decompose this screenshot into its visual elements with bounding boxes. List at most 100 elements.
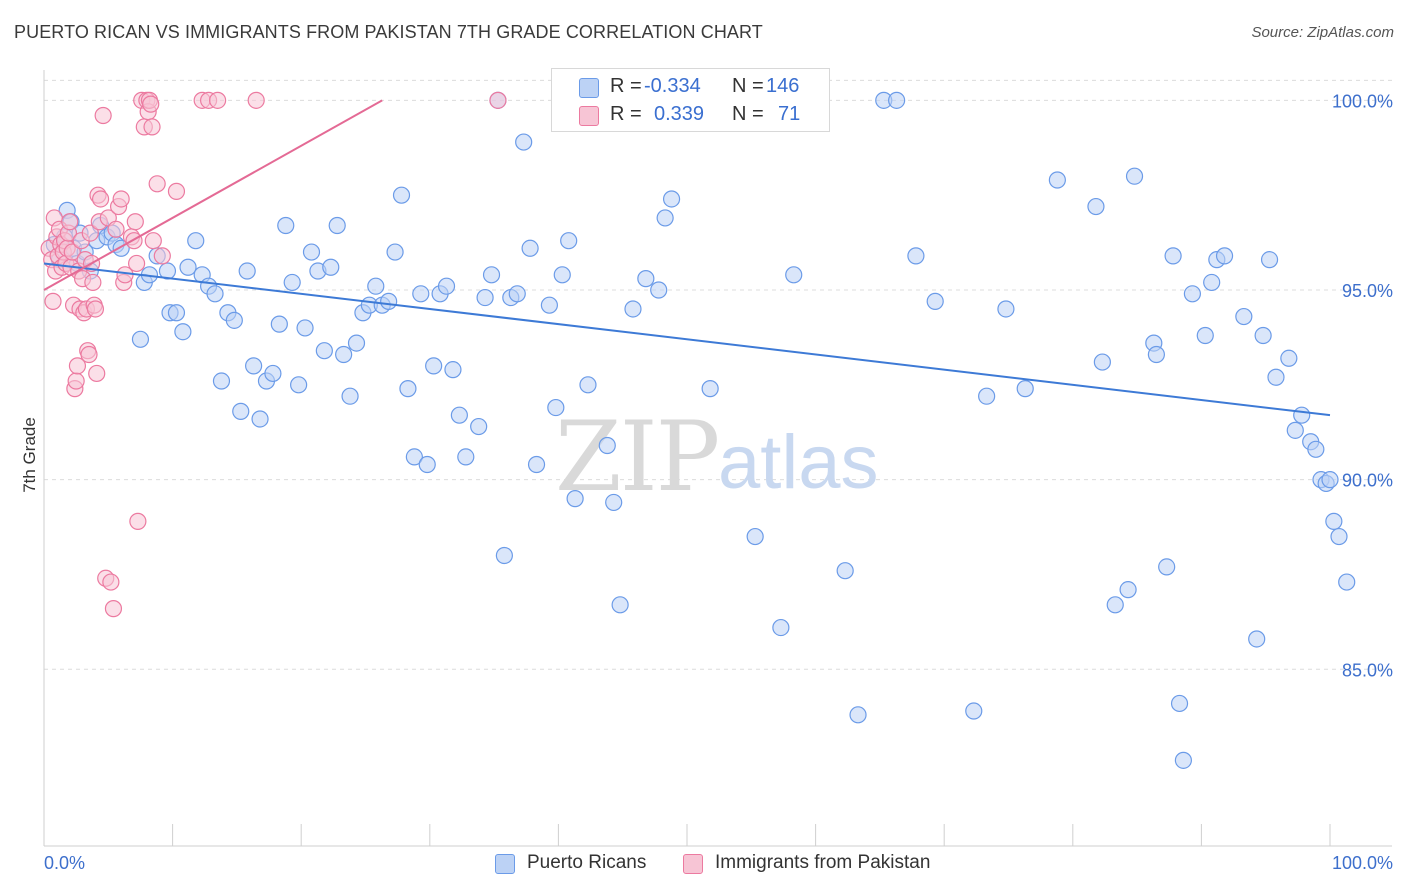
- data-point: [1183, 285, 1201, 303]
- data-point: [283, 273, 301, 292]
- y-tick-label: 95.0%: [1342, 281, 1393, 301]
- data-point: [418, 455, 436, 474]
- data-point: [174, 323, 192, 341]
- data-point: [88, 364, 106, 383]
- data-point: [907, 247, 925, 265]
- data-point: [1254, 326, 1272, 345]
- watermark: ZIP atlas: [555, 401, 879, 513]
- data-point: [61, 213, 79, 231]
- data-point: [1087, 197, 1105, 216]
- data-point: [209, 91, 227, 109]
- data-point: [412, 285, 430, 303]
- x-tick-label: 0.0%: [44, 853, 85, 873]
- data-point: [148, 175, 166, 193]
- data-point: [1158, 558, 1176, 576]
- data-point: [1174, 751, 1192, 769]
- data-point: [1215, 247, 1234, 265]
- data-point: [86, 300, 105, 318]
- data-point: [380, 292, 398, 310]
- data-point: [167, 304, 186, 322]
- data-point: [849, 706, 867, 724]
- data-point: [515, 133, 533, 151]
- data-point: [232, 402, 250, 420]
- data-point: [102, 573, 120, 591]
- data-point: [153, 247, 171, 265]
- legend-r-value: 0.339: [654, 103, 705, 125]
- data-point: [322, 258, 340, 276]
- data-point: [508, 285, 526, 303]
- bottom-legend-label: Puerto Ricans: [527, 852, 647, 873]
- data-point: [225, 311, 243, 329]
- legend-swatch-blue: [579, 78, 599, 98]
- data-point: [126, 213, 144, 231]
- data-point: [1016, 380, 1034, 398]
- y-tick-label: 90.0%: [1342, 471, 1393, 491]
- legend-swatch-pink: [579, 106, 599, 126]
- data-point: [187, 232, 205, 250]
- data-point: [212, 372, 231, 390]
- data-point: [142, 95, 160, 113]
- data-point: [566, 490, 584, 508]
- data-point: [81, 224, 99, 242]
- data-point: [527, 455, 546, 474]
- data-point: [399, 380, 417, 398]
- correlation-legend: R = -0.334 N = 146 R = 0.339 N = 71: [551, 68, 830, 132]
- data-point: [560, 232, 578, 250]
- data-point: [238, 262, 256, 280]
- data-point: [598, 436, 616, 455]
- legend-row-puerto-ricans: R = -0.334 N = 146: [552, 73, 829, 101]
- watermark-atlas: atlas: [718, 420, 879, 505]
- data-point: [290, 376, 308, 394]
- data-point: [127, 254, 146, 273]
- data-point: [386, 243, 404, 261]
- legend-r-value: -0.334: [644, 75, 701, 97]
- data-point: [264, 364, 282, 383]
- data-point: [392, 186, 411, 204]
- x-tick-label: 100.0%: [1332, 853, 1393, 873]
- data-point: [1106, 596, 1124, 614]
- data-point: [107, 220, 125, 238]
- data-point: [129, 512, 147, 530]
- bottom-legend-swatch-blue: [495, 854, 515, 874]
- data-point: [482, 266, 501, 284]
- data-point: [476, 288, 494, 307]
- axes: [43, 70, 1392, 847]
- data-point: [650, 281, 668, 299]
- legend-n-value: 146: [766, 75, 800, 97]
- data-point: [888, 91, 906, 109]
- data-point: [772, 618, 790, 637]
- data-point: [662, 190, 681, 208]
- legend-r-label: R =: [610, 75, 642, 97]
- chart-title: PUERTO RICAN VS IMMIGRANTS FROM PAKISTAN…: [14, 22, 763, 42]
- data-point: [1119, 581, 1137, 599]
- data-point: [1164, 247, 1182, 265]
- data-point: [746, 527, 764, 546]
- data-point: [547, 398, 565, 417]
- data-point: [1330, 527, 1348, 546]
- data-point: [251, 410, 269, 428]
- data-point: [425, 357, 443, 375]
- data-point: [444, 361, 462, 379]
- data-point: [1321, 471, 1339, 489]
- data-point: [94, 106, 112, 125]
- data-point: [296, 319, 314, 337]
- data-point: [367, 277, 385, 295]
- y-tick-label: 100.0%: [1332, 91, 1393, 111]
- data-point: [1293, 406, 1311, 424]
- data-point: [1286, 421, 1304, 439]
- bottom-legend-label: Immigrants from Pakistan: [715, 852, 931, 873]
- data-point: [302, 243, 321, 261]
- trend-line-puerto-ricans: [43, 262, 1331, 417]
- bottom-legend-swatch-pink: [683, 854, 703, 874]
- data-point: [1280, 349, 1298, 367]
- data-point: [91, 190, 110, 208]
- y-axis-title: 7th Grade: [20, 417, 39, 493]
- data-point: [457, 448, 475, 466]
- data-point: [158, 262, 177, 280]
- data-point: [247, 91, 265, 109]
- data-point: [553, 266, 571, 284]
- data-point: [1307, 440, 1325, 458]
- data-point: [836, 562, 854, 580]
- data-point: [167, 182, 186, 200]
